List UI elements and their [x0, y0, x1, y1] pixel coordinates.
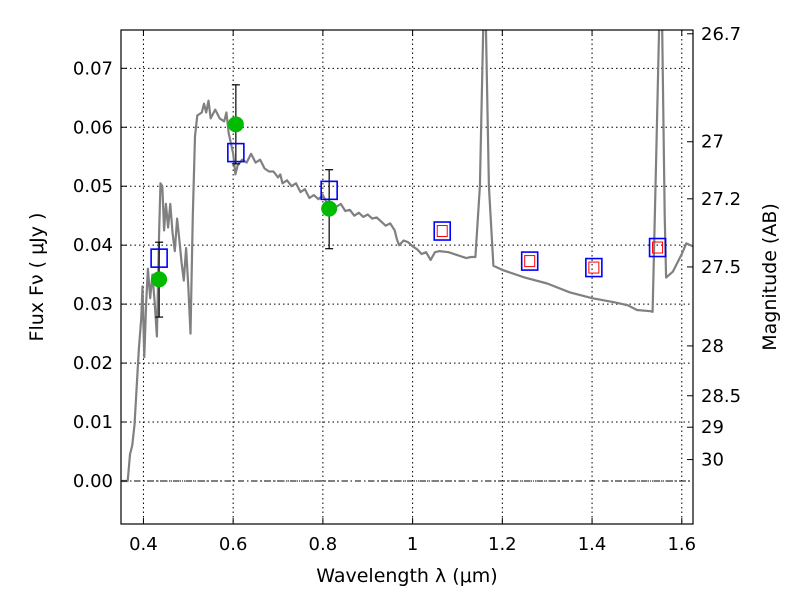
y2-tick-label: 28.5	[701, 386, 741, 407]
y-tick-label: 0.05	[73, 176, 113, 197]
y-tick-label: 0.04	[73, 235, 113, 256]
y2-tick-label: 27	[701, 132, 724, 153]
x-tick-label: 1.2	[488, 534, 517, 555]
y-tick-label: 0.06	[73, 117, 113, 138]
y2-axis-title: Magnitude (AB)	[759, 203, 781, 351]
y2-tick-label: 26.7	[701, 24, 741, 45]
tick-layer: 0.4 0.6 0.8 1 1.2 1.4 1.6 0.00 0.01 0.02 0.03 0.04 0…	[73, 24, 741, 555]
y-axis-title: Flux Fν ( μJy )	[26, 213, 48, 342]
y-tick-label: 0.02	[73, 353, 113, 374]
model-band-box-inner	[436, 225, 448, 238]
y-tick-label: 0.03	[73, 294, 113, 315]
model-band-box	[320, 180, 338, 201]
y2-tick-label: 28	[701, 336, 724, 357]
y-tick-label: 0.01	[73, 412, 113, 433]
y-tick-label: 0.07	[73, 58, 113, 79]
model-band-box	[648, 237, 667, 258]
model-band-box-inner	[652, 241, 664, 254]
y2-tick-label: 29	[701, 417, 724, 438]
model-spectrum-line	[121, 30, 693, 483]
x-tick-label: 1.4	[578, 534, 607, 555]
x-axis-title: Wavelength λ (μm)	[316, 565, 497, 587]
model-band-box	[227, 142, 245, 163]
x-tick-label: 0.8	[309, 534, 338, 555]
observed-point	[227, 116, 244, 133]
model-band-box	[520, 251, 539, 271]
x-tick-label: 1.6	[667, 534, 696, 555]
x-tick-label: 0.4	[129, 534, 158, 555]
observed-point	[321, 200, 338, 217]
observed-point	[151, 271, 168, 288]
model-band-box-inner	[524, 255, 536, 268]
y2-tick-label: 27.2	[701, 189, 741, 210]
model-band-box-inner	[588, 261, 600, 274]
x-tick-label: 0.6	[219, 534, 248, 555]
grid-layer	[121, 30, 693, 524]
model-band-box	[150, 248, 168, 268]
x-tick-label: 1	[407, 534, 418, 555]
model-band-box	[585, 257, 603, 278]
plot-frame	[120, 29, 694, 525]
y-tick-label: 0.00	[73, 471, 113, 492]
y2-tick-label: 30	[701, 450, 724, 471]
model-band-box	[433, 221, 452, 241]
y2-tick-label: 27.5	[701, 257, 741, 278]
plot-layer	[121, 30, 693, 483]
marker-layer	[150, 116, 667, 288]
